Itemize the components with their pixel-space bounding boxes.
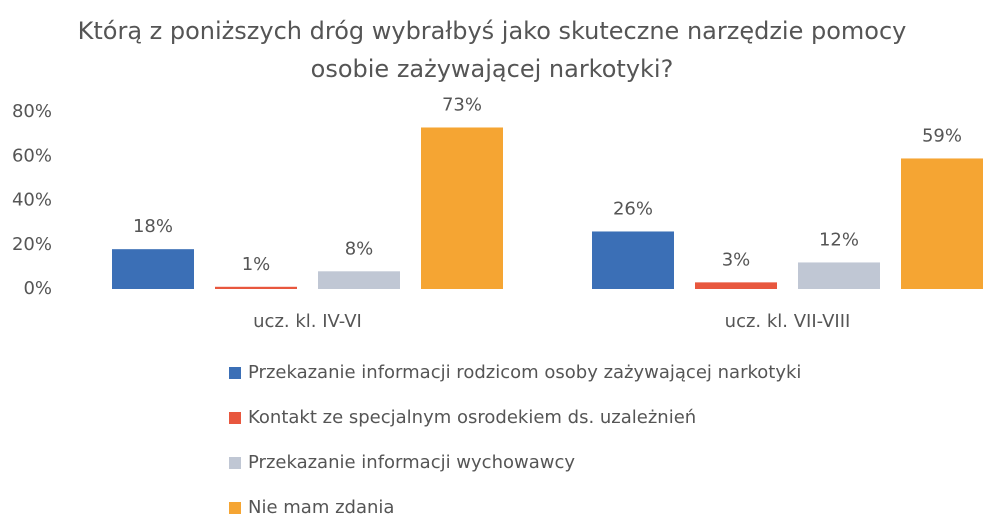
data-label: 59% bbox=[922, 125, 962, 146]
legend-label: Kontakt ze specjalnym osrodekiem ds. uza… bbox=[248, 407, 696, 428]
bar bbox=[901, 158, 983, 289]
y-tick-label: 80% bbox=[12, 101, 52, 122]
data-label: 73% bbox=[442, 94, 482, 115]
data-label: 26% bbox=[613, 198, 653, 219]
bar bbox=[318, 271, 400, 289]
legend-label: Nie mam zdania bbox=[248, 497, 394, 517]
bar bbox=[112, 249, 194, 289]
legend-swatch bbox=[229, 457, 241, 469]
data-label: 12% bbox=[819, 229, 859, 250]
data-label: 3% bbox=[722, 249, 751, 270]
legend-swatch bbox=[229, 502, 241, 514]
bar bbox=[215, 286, 297, 289]
data-label: 18% bbox=[133, 216, 173, 237]
legend-label: Przekazanie informacji wychowawcy bbox=[248, 452, 575, 473]
y-tick-label: 40% bbox=[12, 190, 52, 211]
x-tick-label: ucz. kl. VII-VIII bbox=[725, 311, 851, 332]
legend-label: Przekazanie informacji rodzicom osoby za… bbox=[248, 362, 801, 383]
legend-swatch bbox=[229, 367, 241, 379]
bar bbox=[421, 127, 503, 289]
x-tick-label: ucz. kl. IV-VI bbox=[253, 311, 362, 332]
y-tick-label: 0% bbox=[23, 278, 52, 299]
data-label: 1% bbox=[242, 254, 271, 275]
bar bbox=[695, 282, 777, 289]
y-tick-label: 60% bbox=[12, 145, 52, 166]
chart-title: Którą z poniższych dróg wybrałbyś jako s… bbox=[77, 17, 907, 83]
data-label: 8% bbox=[345, 238, 374, 259]
legend-swatch bbox=[229, 412, 241, 424]
y-tick-label: 20% bbox=[12, 234, 52, 255]
bar bbox=[798, 262, 880, 289]
bar bbox=[592, 231, 674, 289]
